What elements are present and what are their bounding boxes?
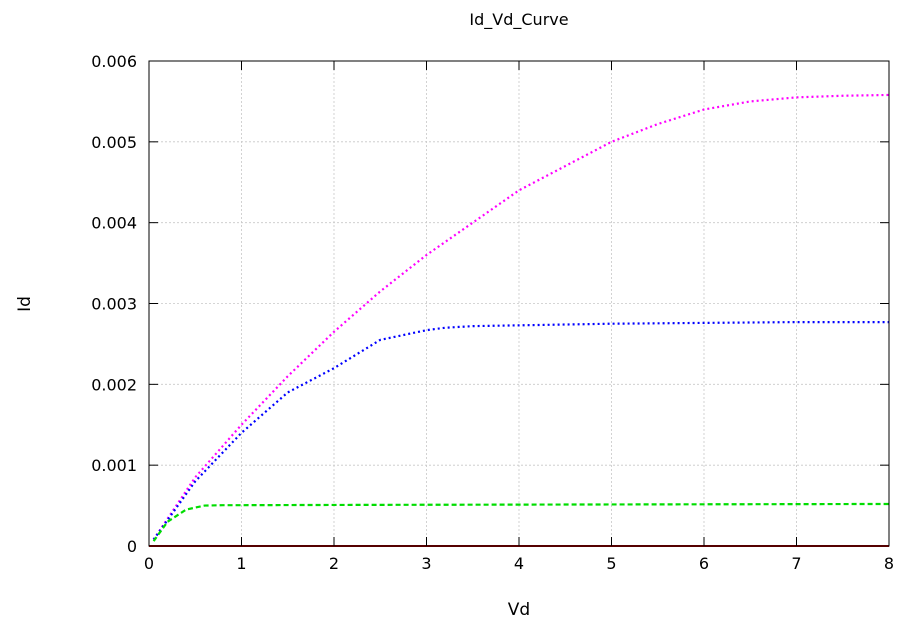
x-tick-label: 3: [421, 554, 431, 573]
y-tick-label: 0.005: [91, 133, 137, 152]
x-tick-label: 5: [606, 554, 616, 573]
x-tick-label: 4: [514, 554, 524, 573]
x-tick-label: 2: [329, 554, 339, 573]
grid: [149, 61, 889, 546]
series-line-3: [152, 502, 890, 542]
x-tick-label: 1: [236, 554, 246, 573]
y-tick-label: 0.006: [91, 52, 137, 71]
x-axis-title: Vd: [508, 600, 530, 620]
y-tick-label: 0.003: [91, 295, 137, 314]
chart-title: Id_Vd_Curve: [469, 10, 568, 30]
y-tick-label: 0.002: [91, 375, 137, 394]
ticks: [148, 60, 890, 547]
x-tick-labels: 0 1 2 3 4 5 6 7 8: [144, 554, 894, 573]
y-tick-label: 0.001: [91, 456, 137, 475]
series-line-2: [152, 320, 889, 541]
x-tick-label: 7: [791, 554, 801, 573]
y-axis-title: Id: [15, 296, 35, 312]
x-tick-label: 6: [699, 554, 709, 573]
y-tick-label: 0: [127, 537, 137, 556]
y-tick-labels: 0 0.001 0.002 0.003 0.004 0.005 0.006: [91, 52, 137, 556]
series-line-1: [152, 93, 890, 541]
x-tick-label: 8: [884, 554, 894, 573]
x-tick-label: 0: [144, 554, 154, 573]
y-tick-label: 0.004: [91, 214, 137, 233]
